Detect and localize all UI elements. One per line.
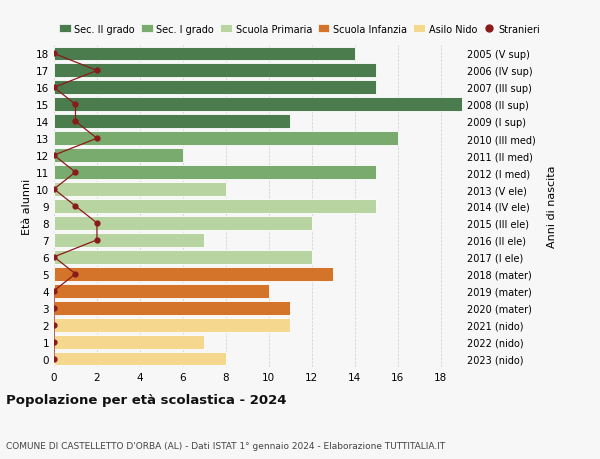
Text: COMUNE DI CASTELLETTO D'ORBA (AL) - Dati ISTAT 1° gennaio 2024 - Elaborazione TU: COMUNE DI CASTELLETTO D'ORBA (AL) - Dati…: [6, 441, 445, 450]
Bar: [54, 318, 290, 332]
Bar: [54, 132, 398, 146]
Bar: [54, 335, 205, 349]
Y-axis label: Anni di nascita: Anni di nascita: [547, 165, 557, 248]
Legend: Sec. II grado, Sec. I grado, Scuola Primaria, Scuola Infanzia, Asilo Nido, Stran: Sec. II grado, Sec. I grado, Scuola Prim…: [59, 25, 540, 34]
Bar: [54, 98, 462, 112]
Bar: [54, 301, 290, 315]
Bar: [54, 250, 311, 264]
Bar: [54, 284, 269, 298]
Bar: [54, 352, 226, 366]
Bar: [54, 183, 226, 196]
Bar: [54, 166, 376, 179]
Bar: [54, 64, 376, 78]
Bar: [54, 267, 333, 281]
Bar: [54, 200, 376, 213]
Bar: [54, 234, 205, 247]
Bar: [54, 47, 355, 62]
Text: Popolazione per età scolastica - 2024: Popolazione per età scolastica - 2024: [6, 393, 287, 406]
Bar: [54, 115, 290, 129]
Y-axis label: Età alunni: Età alunni: [22, 179, 32, 235]
Bar: [54, 149, 183, 163]
Bar: [54, 81, 376, 95]
Bar: [54, 217, 311, 230]
